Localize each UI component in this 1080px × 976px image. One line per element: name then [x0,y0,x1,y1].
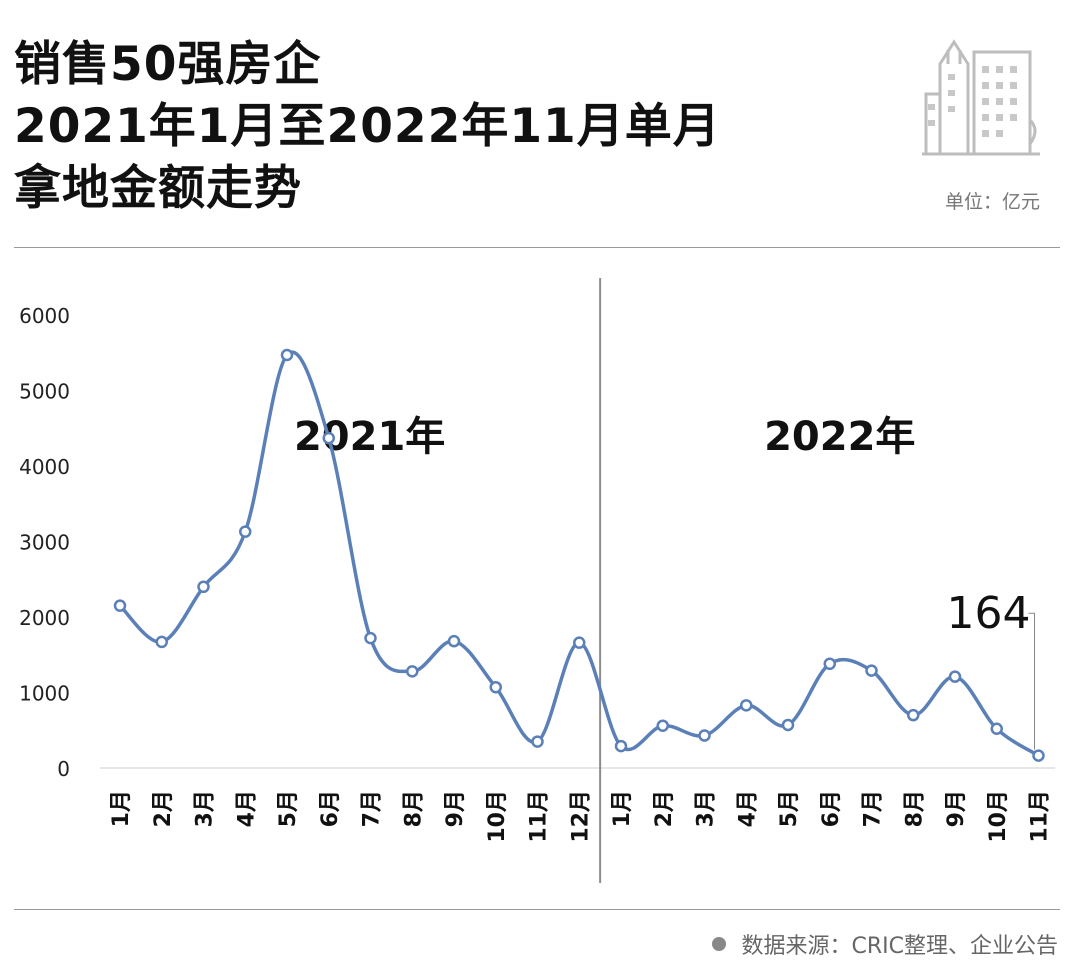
y-tick-label: 3000 [19,531,70,555]
series-line [118,350,1041,758]
chart-title: 销售50强房企 2021年1月至2022年11月单月 拿地金额走势 [14,34,721,220]
data-point [656,719,669,732]
line-chart: 0 1000 2000 3000 4000 5000 6000 2021年 2022年 1月 2月 3… [19,278,1055,883]
data-point [907,708,920,722]
data-point [531,735,544,748]
y-tick-label: 0 [57,757,70,781]
y-tick-label: 2000 [19,606,70,630]
x-tick-label: 2月 [652,790,677,827]
data-point [447,634,461,648]
y-tick-label: 4000 [19,455,70,479]
x-tick-label: 11月 [527,790,552,843]
unit-label: 单位：亿元 [944,191,1040,213]
data-source: 数据来源：CRIC整理、企业公告 [711,928,1059,960]
data-point [406,665,419,678]
x-tick-label: 1月 [610,790,635,827]
bullet-icon [711,937,726,951]
data-point [1032,749,1045,762]
data-point [489,680,502,694]
x-tick-label: 8月 [902,790,927,827]
x-tick-label: 10月 [485,790,510,843]
data-point [990,722,1003,735]
x-tick-label: 7月 [360,790,385,827]
source-text: 数据来源：CRIC整理、企业公告 [741,934,1059,959]
data-point [823,657,836,671]
x-tick-label: 5月 [777,790,802,827]
data-point [573,636,586,649]
x-tick-label: 9月 [443,790,468,827]
x-tick-label: 4月 [735,790,760,827]
x-tick-label: 4月 [234,790,259,827]
data-point [155,635,168,649]
data-point [698,729,711,742]
data-point [865,664,878,677]
title-line-3: 拿地金额走势 [14,161,302,216]
y-tick-label: 6000 [19,304,70,328]
period-label-2021: 2021年 [294,414,445,460]
data-point [280,348,294,362]
data-point [781,718,795,732]
x-tick-label: 1月 [109,790,134,827]
data-point [364,631,377,645]
x-tick-label: 9月 [944,790,969,827]
x-tick-label: 7月 [861,790,886,827]
footer-divider [14,909,1060,910]
x-tick-label: 3月 [694,790,719,827]
x-tick-label: 6月 [318,790,343,827]
header-divider [14,247,1060,248]
annotation-leader [1028,612,1035,750]
data-point [740,699,753,712]
x-tick-label: 2月 [151,790,176,827]
x-tick-label: 3月 [193,790,218,827]
data-point [948,670,962,683]
x-tick-label: 8月 [401,790,426,827]
title-line-2: 2021年1月至2022年11月单月 [14,99,721,154]
x-tick-label: 12月 [568,790,593,843]
buildings-icon [922,39,1040,156]
period-label-2022: 2022年 [764,414,915,460]
data-point [113,599,127,612]
data-point [197,580,210,594]
x-tick-label: 11月 [1028,790,1053,843]
data-point [614,739,628,753]
x-tick-label: 10月 [986,790,1011,843]
y-tick-label: 1000 [19,682,70,706]
data-point [322,431,335,445]
x-tick-label: 6月 [819,790,844,827]
data-point [239,525,252,538]
title-line-1: 销售50强房企 [14,37,322,92]
annotation-label: 164 [947,588,1031,639]
y-tick-label: 5000 [19,380,70,404]
x-tick-label: 5月 [276,790,301,827]
